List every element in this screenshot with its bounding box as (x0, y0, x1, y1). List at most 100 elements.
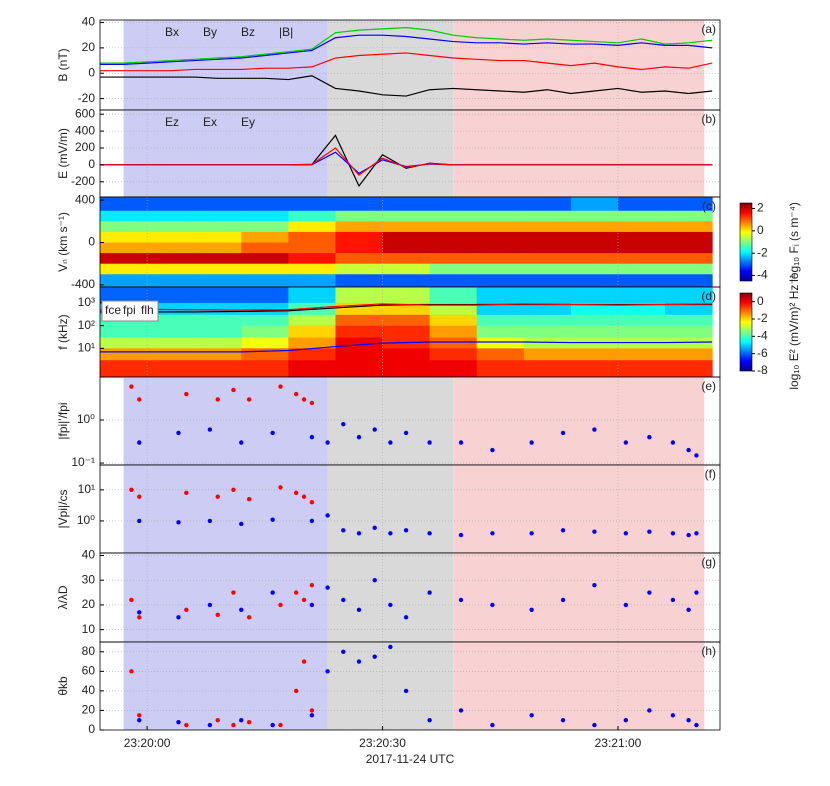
data-point (184, 607, 189, 613)
y-tick-label: 10³ (78, 295, 95, 309)
data-point (294, 688, 299, 694)
interval-shade (327, 465, 454, 553)
interval-shade (327, 642, 454, 730)
heat-cell (147, 360, 195, 377)
data-point (427, 531, 432, 536)
heat-cell (382, 253, 431, 265)
data-point (294, 391, 299, 397)
heat-cell (147, 221, 195, 233)
data-point (490, 531, 495, 536)
y-tick-label: 60 (82, 664, 96, 678)
data-point (231, 487, 236, 493)
series-line (100, 52, 713, 72)
heat-cell (241, 302, 289, 316)
legend-entry: By (203, 25, 217, 39)
data-point (215, 718, 220, 723)
data-point (427, 590, 432, 595)
data-point (215, 494, 220, 499)
data-point (372, 427, 377, 432)
heat-cell (570, 231, 619, 244)
heat-cell (617, 325, 666, 339)
data-point (592, 427, 597, 432)
heat-cell (617, 231, 666, 244)
data-point (388, 440, 393, 445)
heat-cell (523, 325, 572, 339)
legend-entry: |B| (279, 25, 293, 39)
data-point (403, 615, 409, 620)
data-point (278, 722, 283, 728)
interval-shade (123, 553, 328, 642)
series-line (100, 34, 713, 65)
data-point (388, 531, 393, 536)
heat-cell (665, 348, 713, 361)
data-point (137, 713, 142, 718)
heat-cell (665, 337, 713, 349)
colorbar-tick-label: -2 (757, 311, 768, 325)
heat-cell (617, 314, 666, 327)
heat-cell (241, 210, 289, 222)
heat-cell (335, 348, 384, 361)
data-point (388, 602, 393, 608)
data-point (184, 722, 189, 728)
interval-shade (123, 465, 328, 553)
data-point (294, 590, 299, 595)
panel-frame (99, 641, 721, 731)
heat-cell (476, 274, 525, 287)
heat-cell (147, 325, 195, 339)
heat-cell (382, 287, 431, 304)
data-point (270, 517, 275, 522)
colorbar-tick-label: -2 (757, 245, 768, 259)
y-tick-label: -20 (78, 91, 96, 105)
heat-cell (194, 221, 242, 233)
heat-cell (476, 263, 525, 275)
heat-cell (382, 302, 431, 316)
data-point (294, 490, 299, 496)
data-point (207, 518, 213, 524)
colorbar-tick-label: 0 (757, 223, 764, 237)
heat-cell (570, 210, 619, 222)
data-point (458, 708, 464, 713)
heat-cell (617, 360, 666, 377)
heat-cell (665, 314, 713, 327)
data-point (239, 521, 244, 527)
heat-cell (194, 253, 242, 265)
data-point (176, 430, 181, 436)
data-point (309, 518, 315, 524)
data-point (215, 612, 220, 618)
x-tick-label: 23:20:30 (359, 736, 406, 750)
x-tick-label: 23:21:00 (595, 736, 642, 750)
y-tick-label: -400 (71, 277, 95, 291)
heat-cell (476, 337, 525, 349)
data-point (246, 719, 252, 725)
heat-cell (382, 197, 431, 212)
heat-cell (665, 253, 713, 265)
interval-shade (327, 110, 454, 197)
heat-cell (288, 231, 336, 244)
heat-cell (147, 274, 195, 287)
data-point (670, 440, 676, 445)
data-point (231, 387, 236, 393)
heat-cell (241, 253, 289, 265)
panel (100, 377, 720, 465)
data-point (427, 718, 432, 723)
legend-entry: Bx (165, 25, 179, 39)
data-point (270, 722, 275, 728)
data-point (592, 582, 597, 588)
y-axis-label: f (kHz) (56, 314, 70, 349)
heat-cell (147, 197, 195, 212)
heat-cell (476, 253, 525, 265)
data-point (278, 485, 283, 490)
data-point (686, 718, 691, 723)
heat-cell (241, 337, 289, 349)
data-point (176, 719, 181, 725)
heat-cell (476, 287, 525, 304)
heat-cell (382, 360, 431, 377)
heat-cell (147, 348, 195, 361)
data-point (694, 531, 699, 536)
heat-cell (241, 314, 289, 327)
data-point (309, 708, 315, 713)
heat-cell (429, 197, 478, 212)
heat-cell (429, 325, 478, 339)
y-tick-label: 200 (75, 140, 95, 154)
data-point (560, 430, 566, 436)
